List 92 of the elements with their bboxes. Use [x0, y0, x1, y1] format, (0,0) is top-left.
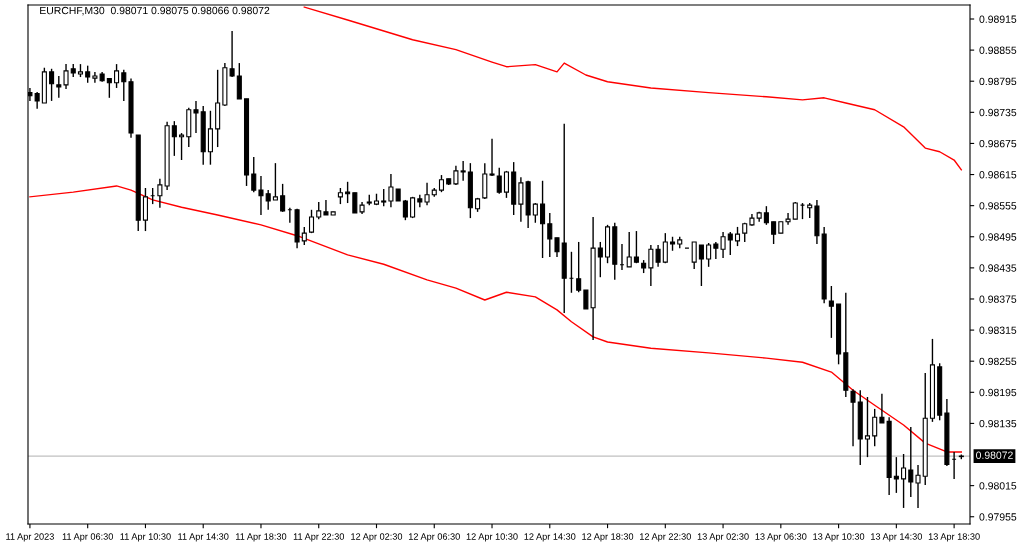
- candlestick: [662, 232, 668, 264]
- x-tick-label: 13 Apr 18:30: [928, 533, 980, 542]
- y-tick-label: 0.98915: [979, 15, 1017, 23]
- candlestick: [915, 464, 921, 509]
- candlestick: [532, 202, 538, 224]
- candlestick: [850, 388, 856, 447]
- candlestick: [828, 285, 834, 339]
- candlestick: [503, 170, 510, 199]
- x-tick-label: 11 Apr 10:30: [120, 533, 171, 542]
- x-tick-label: 13 Apr 10:30: [813, 533, 865, 542]
- candlestick: [142, 187, 148, 232]
- candlestick: [691, 241, 697, 270]
- chart-title: EURCHF,M30 0.98071 0.98075 0.98066 0.98072: [40, 6, 270, 16]
- candlestick: [706, 242, 712, 268]
- y-tick-label: 0.98315: [979, 326, 1017, 334]
- x-tick-label: 13 Apr 14:30: [871, 533, 922, 542]
- y-tick-label: 0.98435: [979, 264, 1017, 272]
- y-tick-label: 0.98195: [979, 388, 1017, 397]
- candlestick: [236, 62, 242, 100]
- candlestick: [626, 231, 632, 268]
- candlestick: [576, 241, 582, 293]
- candlestick: [771, 221, 777, 245]
- candlestick: [908, 426, 914, 498]
- candlestick: [713, 241, 719, 260]
- candlestick: [272, 162, 278, 201]
- x-tick-label: 12 Apr 06:30: [408, 533, 460, 542]
- candlestick: [114, 63, 120, 89]
- candlestick: [597, 241, 603, 278]
- y-tick-label: 0.98675: [979, 139, 1017, 148]
- candlestick: [482, 162, 488, 200]
- candlestick: [251, 156, 257, 193]
- candlestick: [121, 69, 127, 102]
- x-tick-label: 11 Apr 14:30: [178, 533, 229, 542]
- x-tick-label: 11 Apr 18:30: [236, 533, 287, 542]
- candlestick: [323, 199, 329, 216]
- candlestick: [207, 110, 213, 166]
- candlestick: [179, 132, 185, 161]
- candlestick: [171, 120, 177, 157]
- candlestick: [301, 226, 307, 246]
- x-tick-label: 12 Apr 22:30: [640, 533, 691, 542]
- candlestick: [893, 456, 899, 494]
- candlestick: [720, 231, 726, 259]
- x-tick-label: 13 Apr 02:30: [697, 533, 749, 542]
- candlestick: [864, 396, 871, 458]
- line-series: [303, 6, 963, 171]
- x-tick-label: 11 Apr 22:30: [293, 533, 345, 542]
- candlestick: [460, 160, 466, 182]
- candlestick: [785, 212, 791, 226]
- candlestick: [258, 175, 264, 216]
- candlestick: [424, 182, 430, 206]
- x-tick-label: 13 Apr 06:30: [755, 533, 807, 542]
- candlestick: [554, 237, 560, 258]
- candlestick: [872, 408, 878, 447]
- candlestick: [63, 63, 69, 90]
- candlestick: [698, 244, 704, 287]
- candlestick: [352, 191, 358, 214]
- y-tick-label: 0.98555: [979, 202, 1017, 210]
- x-tick-label: 12 Apr 14:30: [524, 533, 576, 542]
- y-tick-label: 0.98855: [979, 46, 1017, 54]
- x-tick-label: 11 Apr 2023: [6, 533, 54, 542]
- candlestick: [106, 77, 112, 99]
- candlestick: [734, 226, 741, 247]
- y-tick-label: 0.98135: [979, 419, 1017, 428]
- x-tick-label: 12 Apr 18:30: [582, 533, 634, 542]
- y-tick-label: 0.98015: [979, 482, 1017, 490]
- candlestick: [540, 180, 546, 259]
- x-tick-label: 12 Apr 10:30: [466, 533, 518, 542]
- candlestick: [388, 173, 394, 208]
- candlestick: [547, 212, 553, 258]
- y-tick-label: 0.98795: [979, 77, 1017, 86]
- y-tick-label: 0.98735: [979, 108, 1017, 117]
- candlestick: [56, 75, 62, 99]
- y-tick-label: 0.98375: [979, 295, 1017, 303]
- candlestick: [280, 183, 286, 213]
- x-tick-label: 11 Apr 06:30: [62, 533, 113, 542]
- y-tick-label: 0.98255: [979, 357, 1017, 366]
- ref-line-label: 0.98072: [976, 451, 1013, 459]
- candlestick: [193, 100, 199, 134]
- y-tick-label: 0.98615: [979, 171, 1017, 179]
- y-tick-label: 0.98495: [979, 233, 1017, 241]
- candlestick: [265, 189, 271, 211]
- line-series: [29, 185, 963, 453]
- x-tick-label: 12 Apr 02:30: [351, 533, 403, 542]
- candlestick: [489, 138, 495, 177]
- y-tick-label: 0.97955: [979, 513, 1017, 521]
- candlestick: [49, 68, 55, 102]
- candlestick: [453, 165, 459, 186]
- candlestick: [727, 231, 733, 256]
- candlestick: [496, 167, 502, 195]
- candlestick: [901, 453, 907, 509]
- candlestick: [633, 230, 639, 264]
- candlestick: [763, 205, 769, 226]
